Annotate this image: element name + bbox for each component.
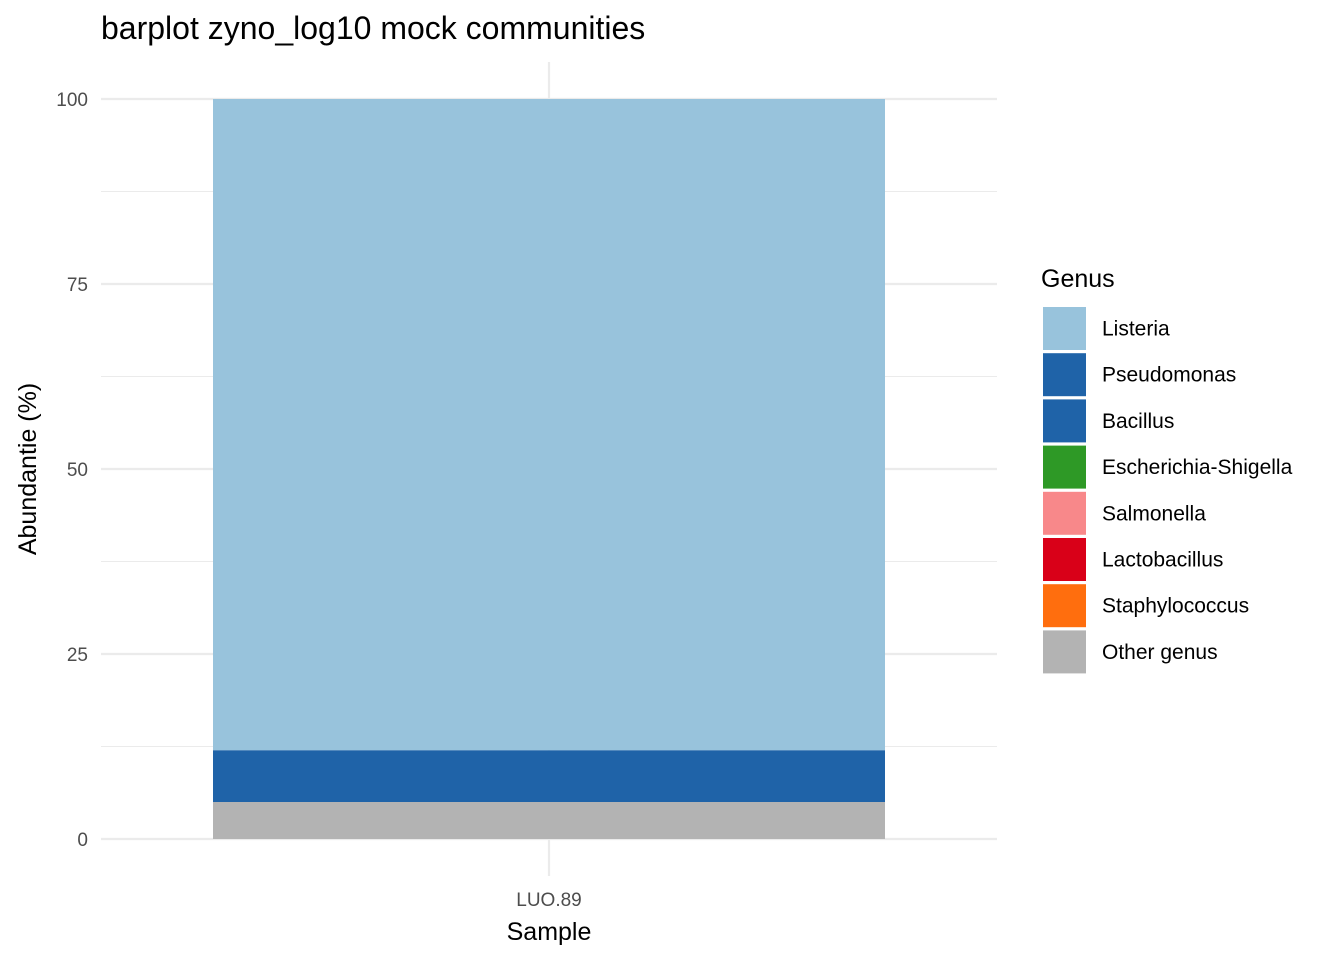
y-tick-label: 100	[56, 90, 88, 111]
legend-title: Genus	[1041, 265, 1115, 293]
legend-label: Escherichia-Shigella	[1102, 456, 1293, 479]
y-tick-label: 0	[77, 830, 88, 851]
legend-label: Lactobacillus	[1102, 549, 1223, 572]
bar-segment-pseudomonas	[213, 750, 885, 802]
bars	[213, 99, 885, 839]
bar-segment-listeria	[213, 99, 885, 751]
x-tick-label: LUO.89	[516, 890, 581, 911]
legend-key	[1043, 538, 1086, 581]
y-axis-title: Abundantie (%)	[14, 383, 42, 555]
legend-label: Staphylococcus	[1102, 595, 1249, 618]
legend-key	[1043, 445, 1086, 489]
legend-label: Bacillus	[1102, 410, 1174, 433]
legend-label: Pseudomonas	[1102, 364, 1236, 387]
legend: Genus Listeria Pseudomonas Bacillus Escheri…	[1041, 265, 1293, 674]
y-tick-label: 25	[67, 645, 88, 666]
legend-key	[1043, 399, 1086, 443]
y-tick-label: 50	[67, 460, 88, 481]
legend-label: Other genus	[1102, 641, 1218, 664]
x-axis-ticks: LUO.89	[516, 890, 581, 911]
y-axis-ticks: 0 25 50 75 100	[56, 90, 88, 851]
chart-title: barplot zyno_log10 mock communities	[101, 10, 645, 46]
y-tick-label: 75	[67, 275, 88, 296]
legend-label: Listeria	[1102, 318, 1170, 341]
legend-key	[1043, 491, 1086, 535]
legend-key	[1043, 307, 1086, 350]
x-axis-title: Sample	[507, 918, 592, 946]
legend-key	[1043, 630, 1086, 674]
legend-label: Salmonella	[1102, 502, 1206, 525]
bar-segment-other-genus	[213, 802, 885, 839]
legend-key	[1043, 353, 1086, 397]
legend-key	[1043, 584, 1086, 628]
